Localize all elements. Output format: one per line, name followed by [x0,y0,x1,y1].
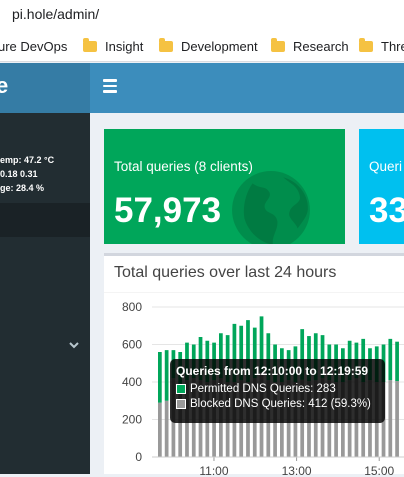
bar-permitted [313,333,318,381]
bar-permitted [246,320,250,382]
bar-permitted [232,323,237,382]
y-tick-label: 800 [122,300,142,314]
bar-permitted [395,341,399,382]
total-queries-box: Total queries (8 clients) 57,973 [104,129,345,244]
bookmark-research[interactable]: Research [271,37,349,54]
x-tick-label: 15:00 [364,464,394,477]
total-queries-value: 57,973 [114,191,222,230]
folder-icon [359,37,373,52]
bar-permitted [164,350,169,401]
app-header: e [0,63,404,113]
bookmark-development[interactable]: Development [159,37,258,54]
bookmark-insight[interactable]: Insight [83,37,144,54]
y-tick-label: 400 [122,375,142,389]
y-tick-label: 600 [122,338,142,352]
bar-permitted [307,336,311,382]
bar-permitted [239,325,244,381]
sidebar: emp: 47.2 °C 0.18 0.31 ge: 28.4 % [0,113,90,474]
bar-blocked [164,400,169,457]
bookmark-label: ure DevOps [0,38,68,54]
chart-title: Total queries over last 24 hours [114,264,337,281]
y-tick-label: 0 [135,450,142,464]
y-tick-label: 200 [122,413,142,427]
system-status: emp: 47.2 °C 0.18 0.31 ge: 28.4 % [0,153,54,195]
bar-permitted [320,335,325,379]
queries-blocked-value: 33 [369,191,404,230]
bookmark-devops[interactable]: ure DevOps [0,38,67,54]
bookmark-label: Research [293,38,349,54]
bar-permitted [158,352,162,403]
blocked-swatch [176,398,186,409]
bar-permitted [259,316,264,373]
bar-permitted [266,333,271,381]
logo-text: e [0,73,9,98]
total-queries-label: Total queries (8 clients) [114,159,253,174]
bar-blocked [158,402,162,457]
bar-permitted [252,327,257,379]
tooltip-title: Queries from 12:10:00 to 12:19:59 [176,364,369,378]
tooltip-permitted-row: Permitted DNS Queries: 283 [176,381,379,396]
folder-icon [159,37,173,52]
tooltip-permitted: Permitted DNS Queries: 283 [190,382,336,395]
chevron-down-icon[interactable] [68,339,80,351]
memory-usage-text: ge: 28.4 % [0,183,45,193]
bar-blocked [388,380,393,457]
x-tick-label: 11:00 [199,464,228,477]
bar-permitted [219,333,223,379]
top-navbar [90,63,404,113]
bookmark-label: Development [181,38,258,54]
bar-permitted [300,329,305,380]
logo[interactable]: e [0,63,90,113]
temperature-text: emp: 47.2 °C [0,155,55,165]
tooltip-blocked: Blocked DNS Queries: 412 (59.3%) [190,397,371,410]
queries-blocked-box: Queri 33 [359,129,404,244]
bar-permitted [388,338,393,381]
address-bar[interactable]: pi.hole/admin/ [0,0,404,30]
tooltip-blocked-row: Blocked DNS Queries: 412 (59.3%) [176,396,379,411]
folder-icon [271,37,285,52]
folder-icon [83,37,97,52]
url-text[interactable]: pi.hole/admin/ [12,6,100,22]
bar-permitted [225,335,230,382]
chart-tooltip: Queries from 12:10:00 to 12:19:59 Permit… [170,359,385,423]
queries-blocked-label: Queri [369,159,403,174]
permitted-swatch [176,383,186,394]
menu-toggle-icon[interactable] [103,79,117,93]
bookmarks-bar: ure DevOps Insight Development Research … [0,30,404,62]
x-tick-label: 13:00 [282,464,312,477]
bookmark-label: Insight [105,38,144,54]
bar-permitted [198,337,203,381]
sidebar-search-area [0,203,90,237]
bar-blocked [395,381,399,457]
load-text: 0.18 0.31 [0,169,38,179]
globe-icon [232,171,310,244]
